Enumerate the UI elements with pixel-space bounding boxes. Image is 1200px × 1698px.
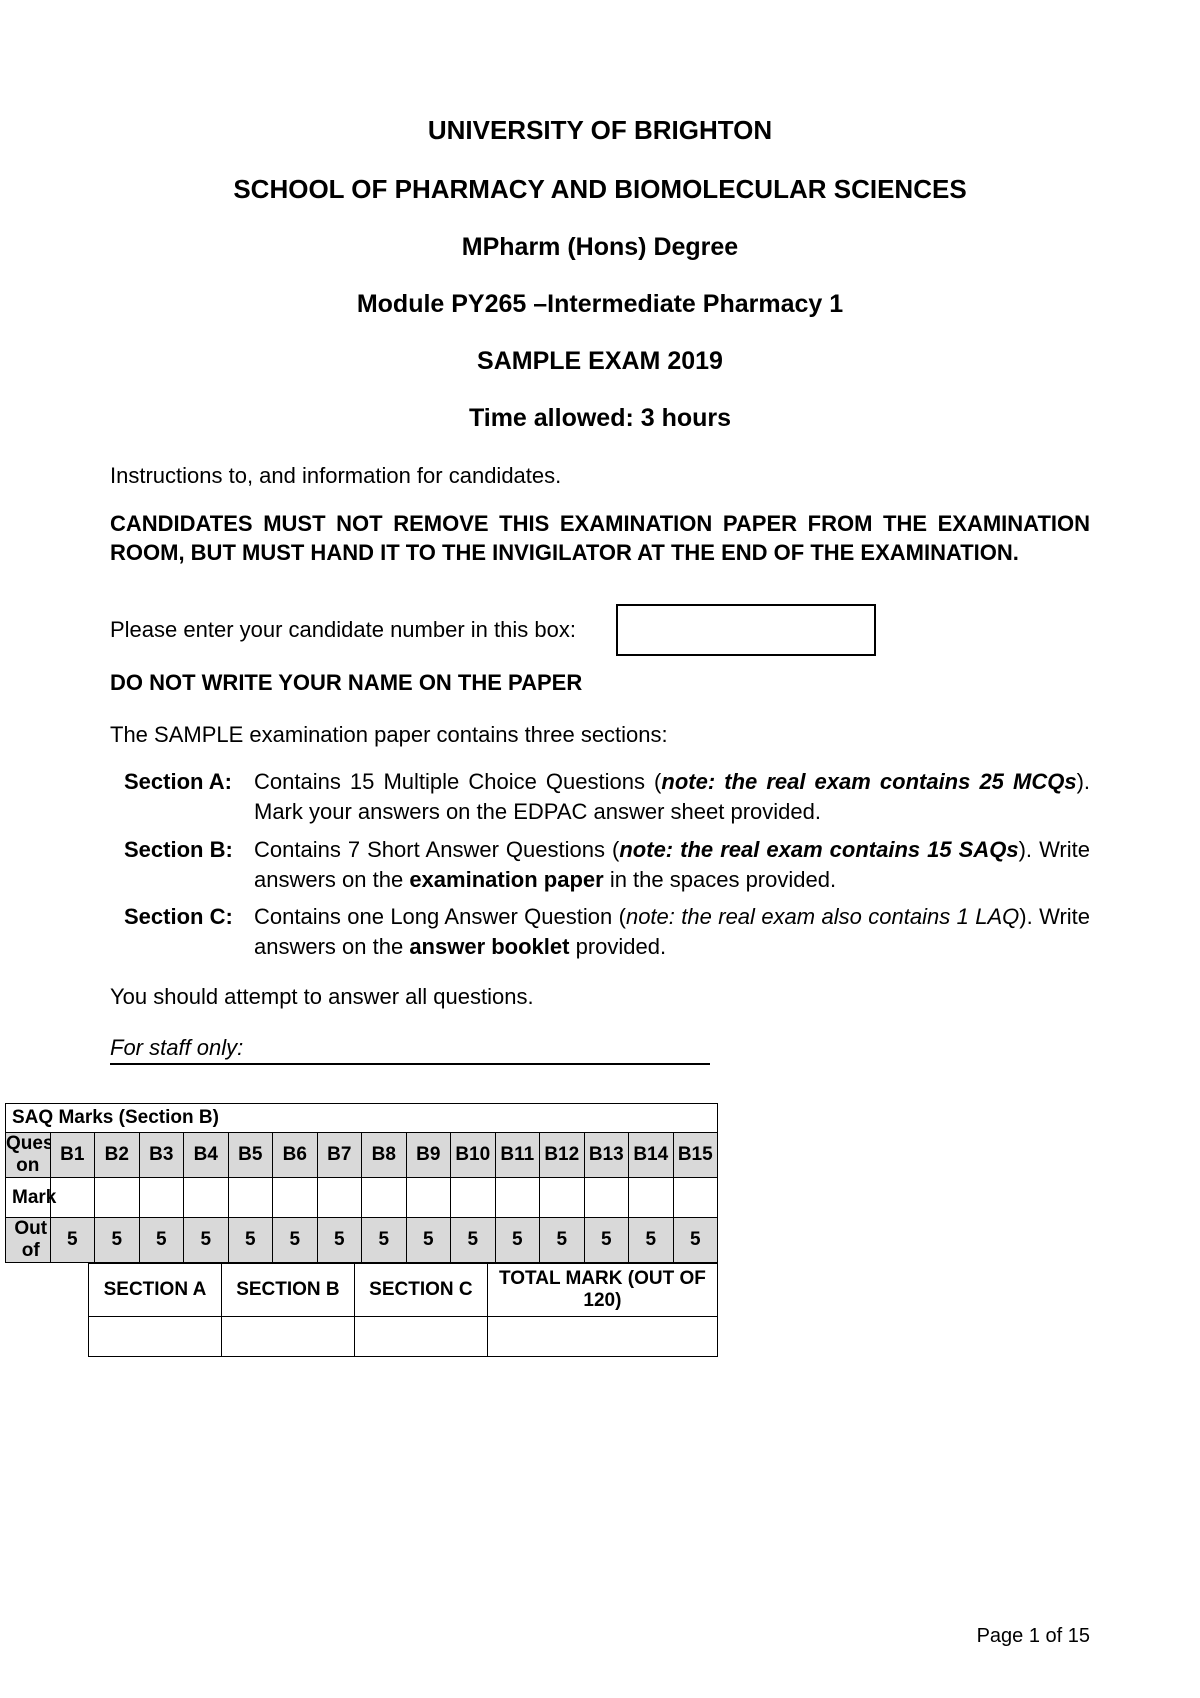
outof-b6: 5: [273, 1218, 318, 1263]
total-mark-header: TOTAL MARK (OUT OF 120): [487, 1264, 717, 1317]
question-label: Questi on: [6, 1133, 51, 1178]
attempt-all: You should attempt to answer all questio…: [110, 982, 1090, 1012]
section-b-desc: Contains 7 Short Answer Questions (note:…: [254, 835, 1090, 894]
col-b13: B13: [584, 1133, 629, 1178]
candidate-number-box[interactable]: [616, 604, 876, 656]
saq-outof-row: Out of 5 5 5 5 5 5 5 5 5 5 5 5 5 5 5: [6, 1218, 718, 1263]
section-c-label: Section C:: [124, 902, 254, 932]
section-b-value[interactable]: [221, 1317, 354, 1357]
outof-b10: 5: [451, 1218, 496, 1263]
outof-b4: 5: [184, 1218, 229, 1263]
summary-values-row: [89, 1317, 718, 1357]
mark-b1[interactable]: [50, 1178, 95, 1218]
university-name: UNIVERSITY OF BRIGHTON: [110, 115, 1090, 146]
col-b3: B3: [139, 1133, 184, 1178]
summary-header-row: SECTION A SECTION B SECTION C TOTAL MARK…: [89, 1264, 718, 1317]
col-b4: B4: [184, 1133, 229, 1178]
col-b5: B5: [228, 1133, 273, 1178]
col-b9: B9: [406, 1133, 451, 1178]
section-a-value[interactable]: [89, 1317, 222, 1357]
saq-mark-row: Mark: [6, 1178, 718, 1218]
col-b14: B14: [629, 1133, 674, 1178]
col-b15: B15: [673, 1133, 718, 1178]
outof-b8: 5: [362, 1218, 407, 1263]
mark-b11[interactable]: [495, 1178, 540, 1218]
summary-table: SECTION A SECTION B SECTION C TOTAL MARK…: [88, 1263, 718, 1357]
outof-b12: 5: [540, 1218, 585, 1263]
outof-b15: 5: [673, 1218, 718, 1263]
section-a-label: Section A:: [124, 767, 254, 797]
total-mark-value[interactable]: [487, 1317, 717, 1357]
mark-b12[interactable]: [540, 1178, 585, 1218]
time-allowed: Time allowed: 3 hours: [110, 404, 1090, 433]
instructions-intro: Instructions to, and information for can…: [110, 461, 1090, 491]
mark-b13[interactable]: [584, 1178, 629, 1218]
col-b11: B11: [495, 1133, 540, 1178]
outof-b5: 5: [228, 1218, 273, 1263]
outof-b14: 5: [629, 1218, 674, 1263]
section-c-value[interactable]: [354, 1317, 487, 1357]
outof-label: Out of: [6, 1218, 51, 1263]
outof-b11: 5: [495, 1218, 540, 1263]
sections-intro: The SAMPLE examination paper contains th…: [110, 720, 1090, 750]
mark-label: Mark: [6, 1178, 51, 1218]
outof-b1: 5: [50, 1218, 95, 1263]
section-b-label: Section B:: [124, 835, 254, 865]
col-b7: B7: [317, 1133, 362, 1178]
section-a-header: SECTION A: [89, 1264, 222, 1317]
mark-b4[interactable]: [184, 1178, 229, 1218]
school-name: SCHOOL OF PHARMACY AND BIOMOLECULAR SCIE…: [110, 174, 1090, 205]
mark-b10[interactable]: [451, 1178, 496, 1218]
module-name: Module PY265 –Intermediate Pharmacy 1: [110, 290, 1090, 319]
section-c-row: Section C: Contains one Long Answer Ques…: [110, 902, 1090, 961]
mark-b14[interactable]: [629, 1178, 674, 1218]
mark-b15[interactable]: [673, 1178, 718, 1218]
saq-question-row: Questi on B1 B2 B3 B4 B5 B6 B7 B8 B9 B10…: [6, 1133, 718, 1178]
saq-table-title: SAQ Marks (Section B): [6, 1104, 718, 1133]
sections-list: Section A: Contains 15 Multiple Choice Q…: [110, 767, 1090, 961]
section-a-desc: Contains 15 Multiple Choice Questions (n…: [254, 767, 1090, 826]
section-b-header: SECTION B: [221, 1264, 354, 1317]
outof-b3: 5: [139, 1218, 184, 1263]
outof-b7: 5: [317, 1218, 362, 1263]
mark-b2[interactable]: [95, 1178, 140, 1218]
no-name-warning: DO NOT WRITE YOUR NAME ON THE PAPER: [110, 668, 1090, 698]
col-b1: B1: [50, 1133, 95, 1178]
section-c-desc: Contains one Long Answer Question (note:…: [254, 902, 1090, 961]
mark-b9[interactable]: [406, 1178, 451, 1218]
section-c-header: SECTION C: [354, 1264, 487, 1317]
col-b2: B2: [95, 1133, 140, 1178]
candidate-number-prompt: Please enter your candidate number in th…: [110, 615, 576, 645]
section-a-row: Section A: Contains 15 Multiple Choice Q…: [110, 767, 1090, 826]
section-b-row: Section B: Contains 7 Short Answer Quest…: [110, 835, 1090, 894]
exam-title: SAMPLE EXAM 2019: [110, 347, 1090, 376]
col-b8: B8: [362, 1133, 407, 1178]
exam-warning: CANDIDATES MUST NOT REMOVE THIS EXAMINAT…: [110, 509, 1090, 568]
outof-b13: 5: [584, 1218, 629, 1263]
outof-b2: 5: [95, 1218, 140, 1263]
mark-b6[interactable]: [273, 1178, 318, 1218]
degree-name: MPharm (Hons) Degree: [110, 233, 1090, 262]
outof-b9: 5: [406, 1218, 451, 1263]
col-b10: B10: [451, 1133, 496, 1178]
col-b6: B6: [273, 1133, 318, 1178]
col-b12: B12: [540, 1133, 585, 1178]
mark-b5[interactable]: [228, 1178, 273, 1218]
saq-marks-table: SAQ Marks (Section B) Questi on B1 B2 B3…: [5, 1103, 718, 1263]
staff-only-label: For staff only:: [110, 1035, 710, 1065]
mark-b8[interactable]: [362, 1178, 407, 1218]
page-number: Page 1 of 15: [977, 1625, 1090, 1648]
mark-b7[interactable]: [317, 1178, 362, 1218]
mark-b3[interactable]: [139, 1178, 184, 1218]
